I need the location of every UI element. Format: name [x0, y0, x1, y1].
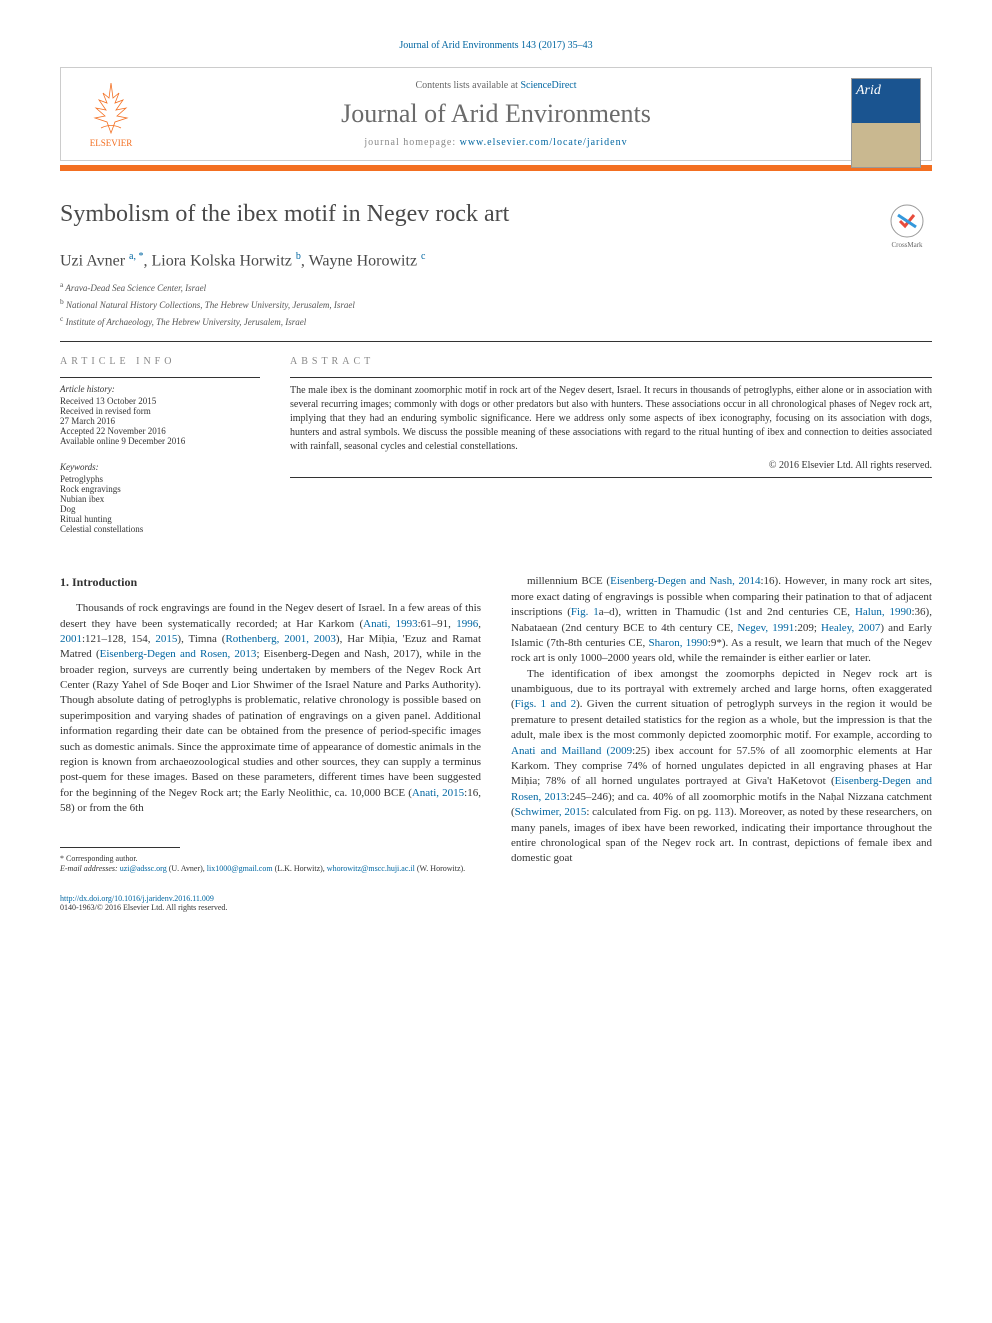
divider: [60, 341, 932, 342]
accent-bar: [60, 165, 932, 171]
contents-available: Contents lists available at ScienceDirec…: [171, 80, 821, 91]
issn-line: 0140-1963/© 2016 Elsevier Ltd. All right…: [60, 903, 227, 912]
affiliation: c Institute of Archaeology, The Hebrew U…: [60, 314, 932, 327]
body-paragraph: millennium BCE (Eisenberg-Degen and Nash…: [511, 574, 932, 666]
body-col-left: 1. Introduction Thousands of rock engrav…: [60, 574, 481, 874]
corresponding-author: * Corresponding author.: [60, 854, 481, 864]
elsevier-logo: ELSEVIER: [71, 78, 151, 168]
sciencedirect-link[interactable]: ScienceDirect: [520, 80, 576, 91]
divider: [290, 477, 932, 478]
email-addresses: E-mail addresses: uzi@adssc.org (U. Avne…: [60, 864, 481, 874]
homepage-prefix: journal homepage:: [364, 137, 459, 148]
doi-block: http://dx.doi.org/10.1016/j.jaridenv.201…: [60, 894, 932, 912]
journal-homepage: journal homepage: www.elsevier.com/locat…: [171, 137, 821, 148]
homepage-link[interactable]: www.elsevier.com/locate/jaridenv: [460, 137, 628, 148]
divider: [290, 377, 932, 378]
keyword: Rock engravings: [60, 484, 260, 494]
keyword: Petroglyphs: [60, 474, 260, 484]
crossmark-icon[interactable]: CrossMark: [882, 201, 932, 251]
history-item: Available online 9 December 2016: [60, 436, 260, 446]
keyword: Celestial constellations: [60, 524, 260, 534]
journal-header: ELSEVIER Arid Contents lists available a…: [60, 67, 932, 161]
affiliation: b National Natural History Collections, …: [60, 297, 932, 310]
abstract-column: ABSTRACT The male ibex is the dominant z…: [290, 356, 932, 534]
article-info-column: ARTICLE INFO Article history: Received 1…: [60, 356, 260, 534]
elsevier-label: ELSEVIER: [90, 138, 133, 148]
doi-link[interactable]: http://dx.doi.org/10.1016/j.jaridenv.201…: [60, 894, 214, 903]
body-col-right: millennium BCE (Eisenberg-Degen and Nash…: [511, 574, 932, 874]
contents-prefix: Contents lists available at: [415, 80, 520, 91]
svg-text:CrossMark: CrossMark: [891, 241, 923, 249]
affiliation: a Arava-Dead Sea Science Center, Israel: [60, 280, 932, 293]
email-list: uzi@adssc.org (U. Avner), lix1000@gmail.…: [120, 864, 465, 873]
journal-name: Journal of Arid Environments: [171, 99, 821, 129]
footnote-separator: [60, 847, 180, 848]
email-label: E-mail addresses:: [60, 864, 120, 873]
keyword: Ritual hunting: [60, 514, 260, 524]
history-item: Received in revised form: [60, 406, 260, 416]
elsevier-tree-icon: [81, 78, 141, 138]
article-title: Symbolism of the ibex motif in Negev roc…: [60, 201, 882, 228]
keyword: Dog: [60, 504, 260, 514]
journal-cover-thumb: Arid: [851, 78, 921, 168]
abstract-copyright: © 2016 Elsevier Ltd. All rights reserved…: [290, 460, 932, 471]
body-columns: 1. Introduction Thousands of rock engrav…: [60, 574, 932, 874]
history-label: Article history:: [60, 384, 260, 394]
history-item: 27 March 2016: [60, 416, 260, 426]
citation-line: Journal of Arid Environments 143 (2017) …: [60, 40, 932, 51]
section-heading: 1. Introduction: [60, 574, 481, 591]
article-info-label: ARTICLE INFO: [60, 356, 260, 367]
history-item: Received 13 October 2015: [60, 396, 260, 406]
abstract-label: ABSTRACT: [290, 356, 932, 367]
affiliations: a Arava-Dead Sea Science Center, Israel b…: [60, 280, 932, 327]
body-paragraph: The identification of ibex amongst the z…: [511, 667, 932, 867]
history-item: Accepted 22 November 2016: [60, 426, 260, 436]
abstract-text: The male ibex is the dominant zoomorphic…: [290, 384, 932, 454]
body-paragraph: Thousands of rock engravings are found i…: [60, 601, 481, 816]
keywords-label: Keywords:: [60, 462, 260, 472]
keyword: Nubian ibex: [60, 494, 260, 504]
divider: [60, 377, 260, 378]
authors: Uzi Avner a, *, Liora Kolska Horwitz b, …: [60, 251, 932, 270]
cover-thumb-title: Arid: [852, 79, 920, 103]
